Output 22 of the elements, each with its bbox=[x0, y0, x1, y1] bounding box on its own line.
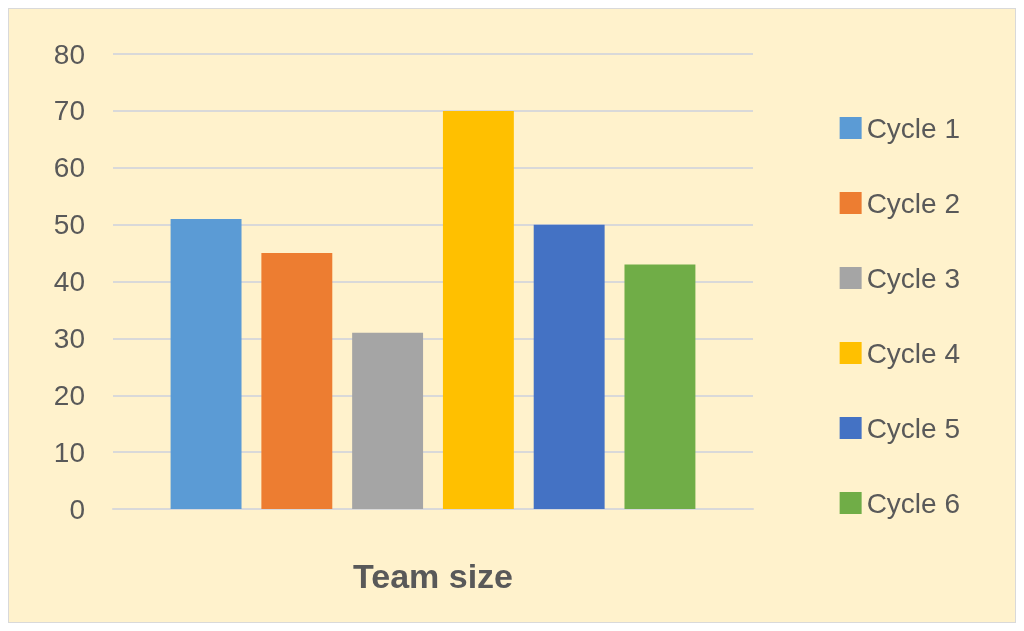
x-axis-title: Team size bbox=[352, 557, 514, 595]
y-tick-label: 0 bbox=[69, 493, 85, 525]
bar bbox=[624, 264, 696, 509]
legend-label: Cycle 2 bbox=[866, 187, 961, 219]
bar bbox=[442, 110, 514, 509]
y-tick-label: 70 bbox=[53, 95, 85, 127]
legend-label: Cycle 4 bbox=[866, 337, 961, 369]
bar bbox=[533, 224, 605, 509]
bar bbox=[261, 253, 333, 509]
legend-label: Cycle 5 bbox=[866, 412, 961, 444]
y-tick-label: 50 bbox=[53, 209, 85, 241]
legend-label: Cycle 1 bbox=[866, 112, 961, 144]
y-tick-label: 80 bbox=[53, 38, 85, 70]
y-tick-label: 60 bbox=[53, 152, 85, 184]
bar bbox=[170, 218, 242, 509]
y-tick-label: 10 bbox=[53, 436, 85, 468]
y-tick-label: 40 bbox=[53, 266, 85, 297]
y-tick-label: 30 bbox=[53, 322, 85, 354]
bar bbox=[352, 332, 424, 509]
y-tick-label: 20 bbox=[53, 379, 85, 411]
legend-label: Cycle 6 bbox=[866, 487, 961, 519]
legend-label: Cycle 3 bbox=[866, 262, 961, 294]
